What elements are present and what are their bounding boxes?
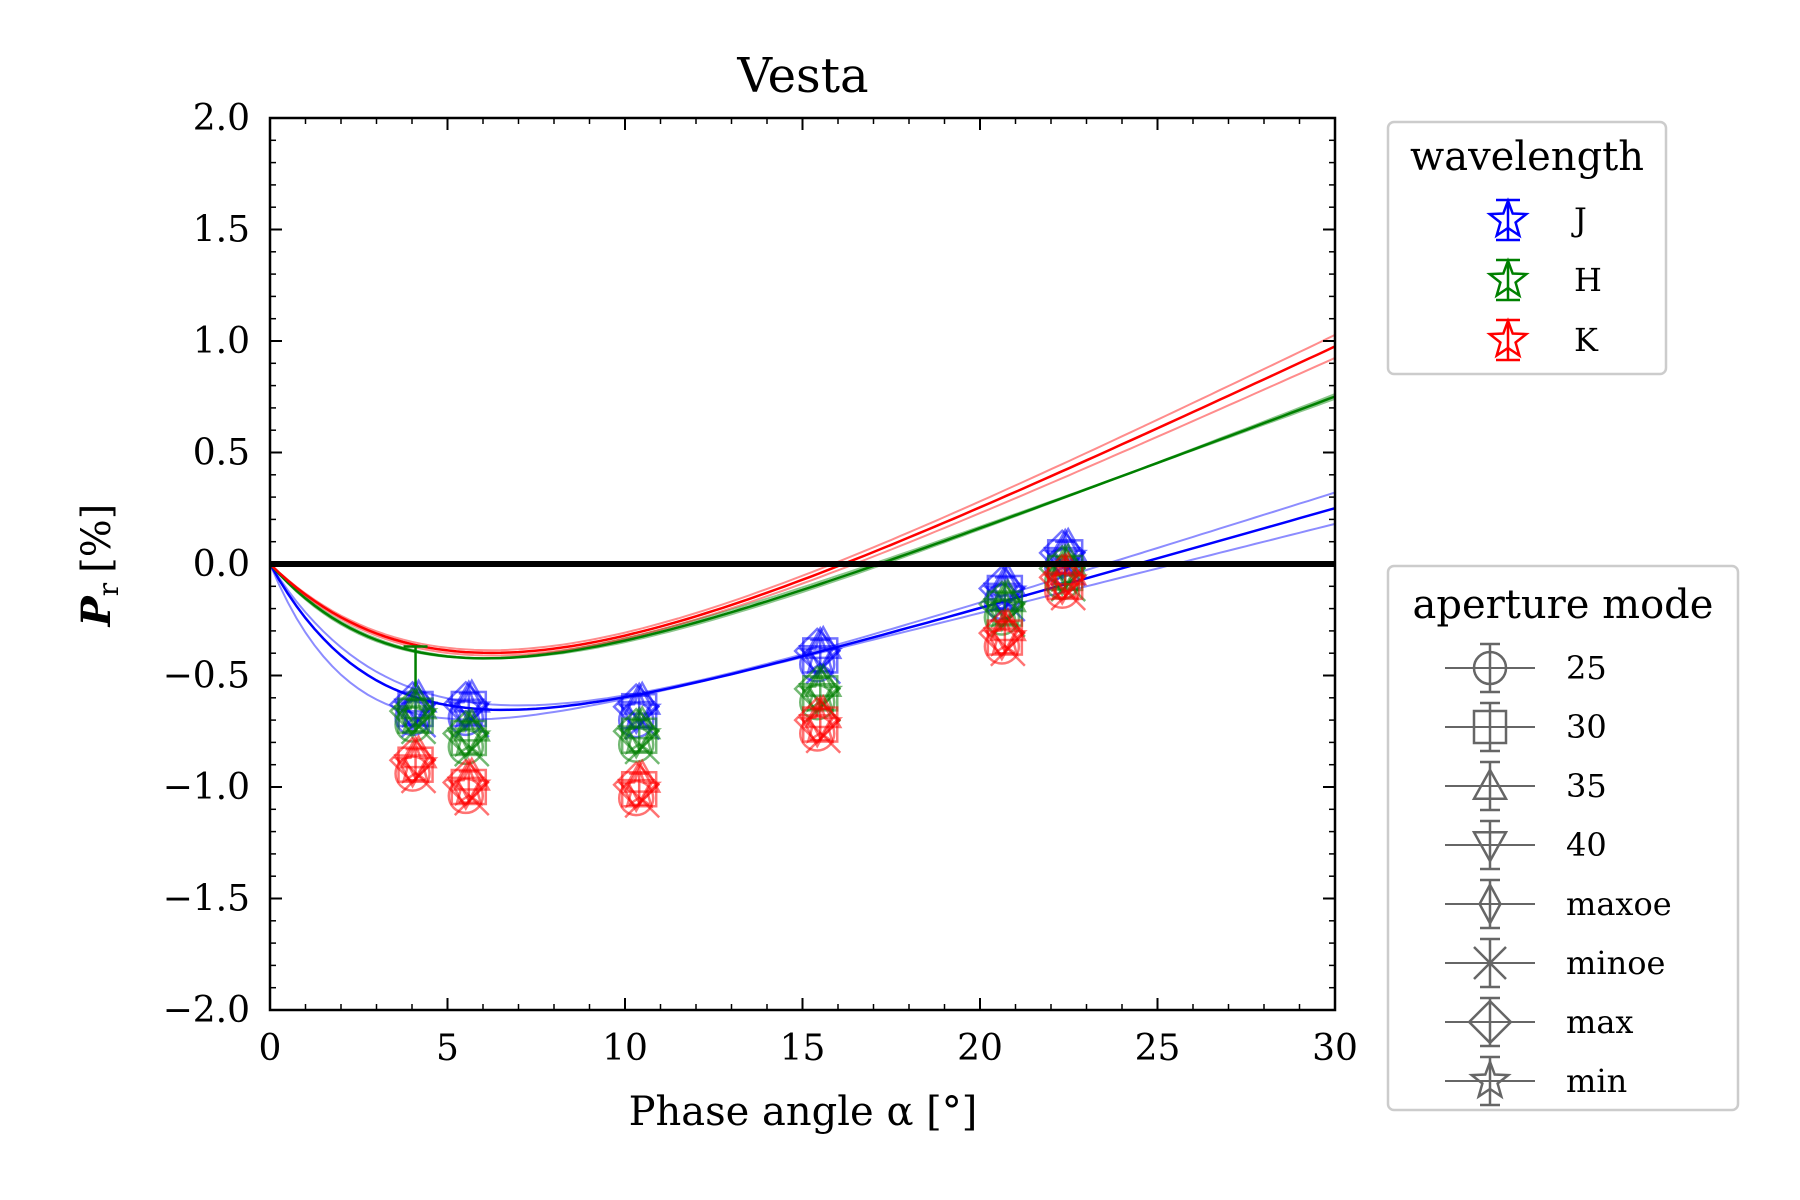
y-axis-label-main: P [73, 594, 120, 627]
legend-wavelength: wavelength JHK [1386, 120, 1668, 376]
y-axis-label: Pr [%] [73, 504, 125, 628]
legend-aperture-entry-min: min [1445, 1055, 1627, 1107]
data-point-K [441, 756, 492, 817]
chart-title: Vesta [736, 48, 868, 104]
legend-aperture: aperture mode 25 30 35 40 maxoe minoe max min [1386, 564, 1740, 1112]
y-tick-label: 2.0 [193, 98, 250, 139]
legend-wavelength-entry-H: H [1486, 257, 1602, 302]
y-tick-label: 1.0 [193, 321, 250, 362]
data-point-K [612, 758, 663, 819]
legend-aperture-entry-35: 35 [1445, 760, 1607, 812]
legend-aperture-entry-25: 25 [1445, 642, 1607, 694]
legend-aperture-entry-30: 30 [1445, 701, 1607, 753]
legend-aperture-title: aperture mode [1413, 582, 1714, 628]
legend-wavelength-entry-K: K [1486, 317, 1599, 362]
x-tick-label: 20 [957, 1028, 1003, 1069]
legend-aperture-label: 30 [1566, 708, 1607, 746]
data-point-H [441, 707, 492, 767]
y-tick-label: −1.0 [163, 767, 250, 808]
fit-curve-variant [269, 397, 1336, 660]
legend-wavelength-title: wavelength [1410, 134, 1644, 180]
y-tick-label: −2.0 [163, 990, 250, 1031]
fit-curve [269, 395, 1336, 660]
data-point-K [388, 733, 439, 794]
y-axis-label-unit: [%] [74, 504, 120, 573]
x-axis-label: Phase angle α [°] [629, 1089, 978, 1135]
legend-aperture-label: 35 [1566, 767, 1607, 805]
legend-aperture-label: min [1566, 1062, 1627, 1100]
data-point-H [388, 684, 439, 745]
legend-aperture-entry-maxoe: maxoe [1445, 878, 1672, 930]
legend-aperture-label: 40 [1566, 826, 1607, 864]
fit-curve-variant [269, 333, 1336, 652]
y-tick-label: 0.0 [193, 544, 250, 585]
x-tick-label: 5 [436, 1028, 459, 1069]
fit-curves [268, 333, 1336, 721]
legend-aperture-label: max [1566, 1003, 1633, 1041]
legend-aperture-entry-40: 40 [1445, 819, 1607, 871]
legend-wavelength-label: H [1574, 261, 1602, 299]
y-tick-label: 1.5 [193, 210, 250, 251]
fit-curve-variant [269, 356, 1336, 657]
y-tick-label: −0.5 [163, 656, 250, 697]
x-tick-label: 25 [1135, 1028, 1181, 1069]
svg-text:Pr[%]: Pr [%] [73, 504, 125, 628]
fit-curve-variant [269, 393, 1336, 660]
tick-labels: 0 5 10 15 20 25 30 −2.0 −1.5 −1.0 −0.5 0.0 0.5 1.0 1.5… [163, 98, 1358, 1069]
x-tick-label: 10 [602, 1028, 648, 1069]
legend-aperture-entry-max: max [1445, 996, 1633, 1048]
x-tick-label: 0 [259, 1028, 282, 1069]
y-tick-label: 0.5 [193, 433, 250, 474]
y-axis-label-sub: r [92, 582, 125, 596]
legend-wavelength-label: K [1574, 321, 1599, 359]
data-point-H [612, 704, 663, 765]
y-tick-label: −1.5 [163, 879, 250, 920]
fit-curve [269, 345, 1336, 655]
legend-aperture-entry-minoe: minoe [1445, 937, 1665, 989]
data-point-K [793, 693, 844, 754]
x-tick-label: 15 [780, 1028, 826, 1069]
plot-frame [268, 116, 1337, 1012]
legend-aperture-label: minoe [1566, 944, 1665, 982]
data-point-K [977, 606, 1028, 667]
legend-wavelength-label: J [1571, 201, 1587, 239]
legend-aperture-label: maxoe [1566, 885, 1672, 923]
x-tick-label: 30 [1312, 1028, 1358, 1069]
legend-wavelength-entry-J: J [1486, 197, 1587, 242]
legend-aperture-label: 25 [1566, 649, 1607, 687]
